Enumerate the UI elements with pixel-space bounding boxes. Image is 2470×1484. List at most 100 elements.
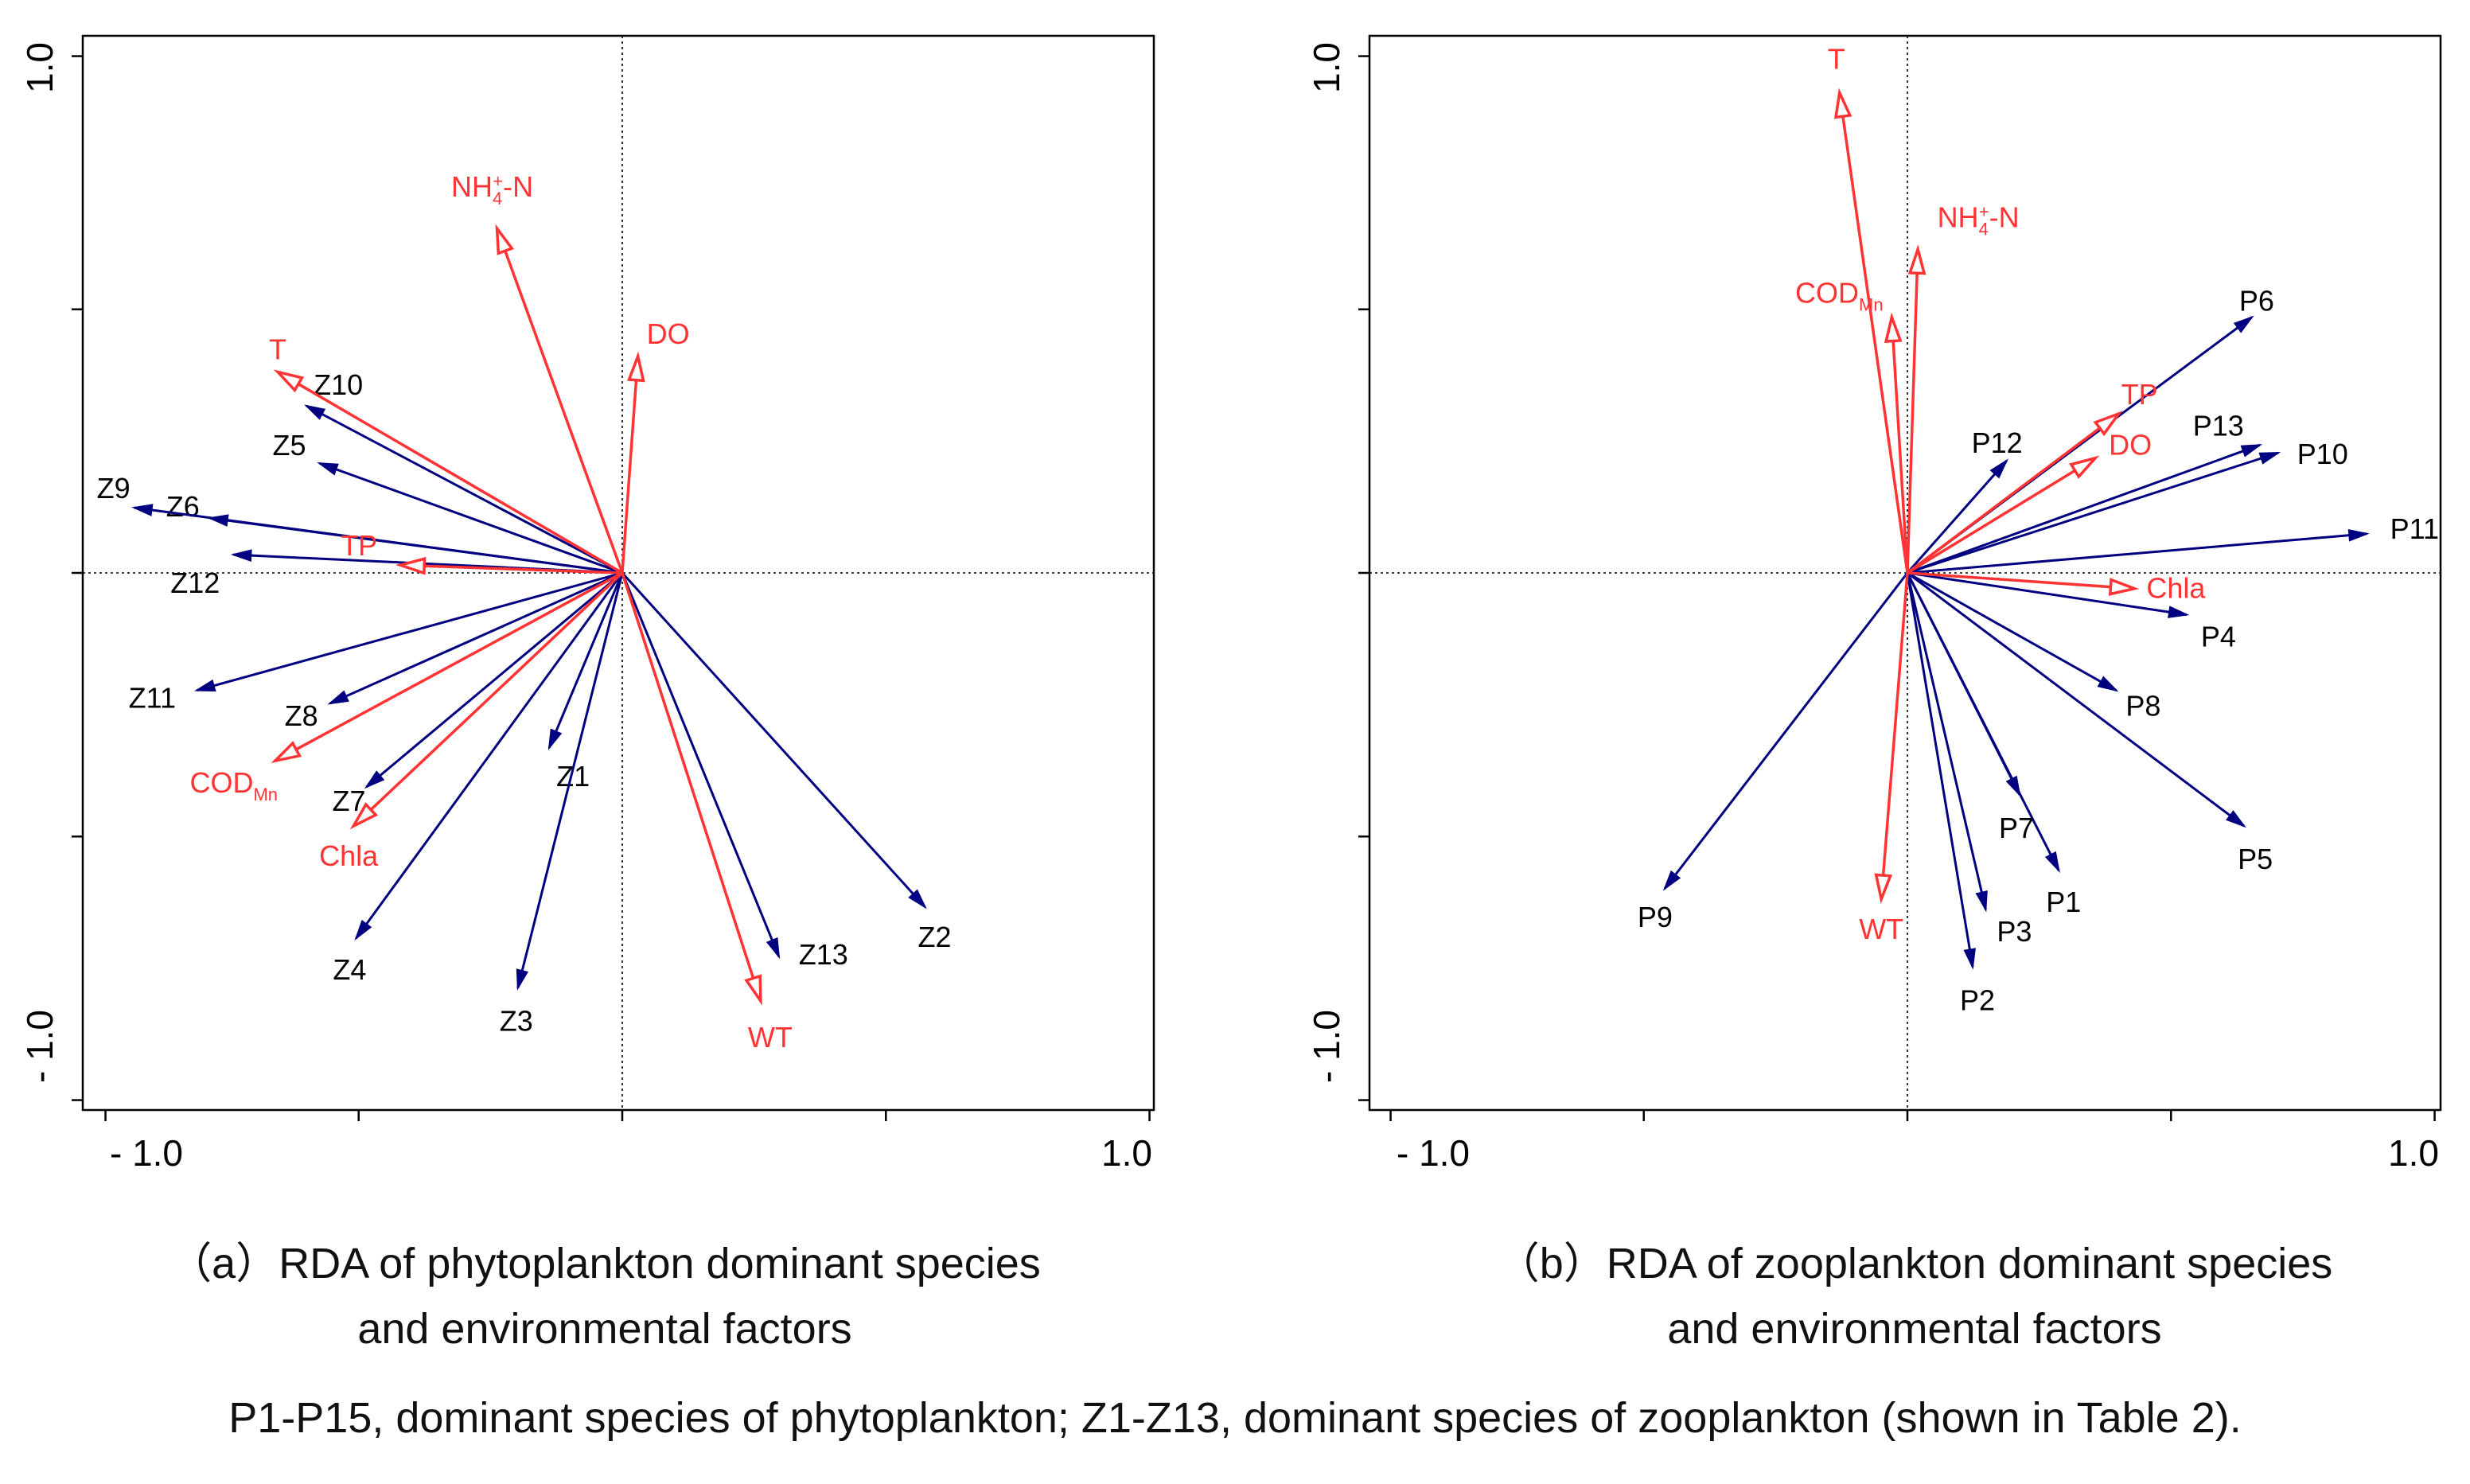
panel-a-species-arrowhead-z2: [908, 889, 927, 909]
panel-a-species-vector-z11: [196, 571, 623, 692]
panel-a-x-tick-label-min: - 1.0: [110, 1132, 183, 1174]
panel-a-x-tick-label-max: 1.0: [1101, 1132, 1152, 1174]
figure-footnote: P1-P15, dominant species of phytoplankto…: [228, 1394, 2241, 1442]
panel-a-species-arrowhead-z7: [364, 770, 385, 789]
panel-a-env-vector-tp: [424, 564, 623, 575]
panel-a-caption-line1: （a）RDA of phytoplankton dominant species: [169, 1240, 1041, 1287]
panel-b-species-arrowhead-p11: [2347, 528, 2370, 542]
panel-b-species-label-p6: P6: [2239, 285, 2274, 317]
panel-a-species-label-z13: Z13: [799, 938, 848, 971]
panel-a-species-label-z3: Z3: [500, 1005, 533, 1038]
panel-a-env-arrowhead-chla: [349, 802, 379, 830]
panel-a-env-vector-chla: [369, 571, 624, 811]
panel-b-env-vector-tp: [1906, 427, 2101, 575]
panel-a-env-label-t: T: [269, 333, 286, 365]
panel-b-env-label-nh4-n: NH4+-N: [1938, 201, 2020, 239]
panel-b-species-label-p3: P3: [1997, 915, 2032, 948]
panel-b-x-tick-label-min: - 1.0: [1397, 1132, 1470, 1174]
panel-a-species-vector-z7: [365, 571, 623, 789]
panel-a-species-label-z10: Z10: [314, 368, 363, 401]
panel-b-env-arrowhead-codmn: [1884, 312, 1903, 343]
panel-a-env-arrowhead-tp: [395, 556, 427, 575]
panel-b-species-label-p8: P8: [2125, 690, 2160, 723]
panel-b-env-label-tp: TP: [2121, 378, 2158, 411]
panel-a-species-arrowhead-z12: [230, 549, 252, 562]
panel-b-species-vector-p12: [1906, 459, 2008, 574]
panel-a-species-arrowhead-z11: [193, 679, 216, 692]
panel-a-env-vector-t: [298, 383, 623, 575]
panel-a-env-label-chla: Chla: [319, 839, 379, 872]
panel-a-species-arrowhead-z10: [304, 404, 326, 420]
panel-a-y-tick-label-min: - 1.0: [19, 1010, 60, 1083]
panel-b-y-tick-label-min: - 1.0: [1306, 1010, 1347, 1083]
panel-b-env-vector-wt: [1881, 572, 1909, 876]
panel-a-species-label-z11: Z11: [129, 682, 176, 715]
panel-a-species-vector-z10: [306, 404, 623, 575]
panel-b-species-vector-p4: [1907, 571, 2188, 616]
panel-b-species-vector-p3: [1906, 572, 1987, 910]
panel-a-species-arrowhead-z4: [354, 919, 372, 941]
panel-b-plot: - 1.0 1.0 1.0 - 1.0 P1 P2 P3 P4 P5 P6 P7 P8 P9 P10 P11…: [1306, 34, 2442, 1174]
panel-b-species-label-p2: P2: [1960, 983, 1995, 1016]
panel-a-species-vector-z3: [516, 572, 624, 988]
panel-b-caption-line1: （b）RDA of zooplankton dominant species: [1497, 1240, 2333, 1287]
panel-b-y-tick-label-max: 1.0: [1306, 42, 1347, 93]
panel-a-species-arrowhead-z9: [131, 504, 154, 516]
panel-b-species-arrowhead-p4: [2168, 606, 2190, 618]
panel-a-plot: - 1.0 1.01.0- 1.0Z1Z2Z3Z4Z5Z6Z7Z8Z9Z10Z11…: [19, 34, 1155, 1174]
panel-b-species-label-p9: P9: [1638, 901, 1673, 933]
panel-b-env-vector-nh4-n: [1906, 273, 1919, 574]
panel-b-species-label-p4: P4: [2201, 620, 2236, 652]
panel-b-x-tick-label-max: 1.0: [2388, 1132, 2439, 1174]
panel-b-species-label-p10: P10: [2297, 438, 2348, 470]
panel-b-species-vector-p9: [1663, 572, 1909, 890]
panel-a-species-vector-z9: [134, 506, 623, 575]
panel-a-env-label-nh4-n: NH4+-N: [451, 170, 533, 208]
panel-a-species-label-z9: Z9: [97, 472, 131, 504]
panel-b-species-arrowhead-p6: [2233, 315, 2254, 333]
panel-b-env-label-chla: Chla: [2146, 572, 2206, 605]
panel-b-species-vector-p8: [1907, 571, 2117, 691]
panel-b-env-arrowhead-tp: [2093, 411, 2123, 437]
panel-b-env-vector-do: [1907, 469, 2076, 575]
panel-a-species-label-z5: Z5: [273, 429, 306, 462]
panel-b-env-vector-codmn: [1891, 341, 1909, 574]
panel-a-env-arrowhead-codmn: [271, 741, 302, 764]
panel-b-species-arrowhead-p13: [2240, 444, 2263, 458]
panel-b-species-vector-p13: [1907, 443, 2261, 575]
panel-b-species-vector-p11: [1907, 532, 2367, 575]
panel-a-env-vector-do: [621, 380, 638, 574]
panel-a-env-arrowhead-nh4-n: [495, 224, 515, 255]
panel-b-species-arrowhead-p12: [1989, 458, 2008, 479]
panel-b-species-arrowhead-p7: [2005, 775, 2021, 797]
panel-a-species-arrowhead-z3: [516, 968, 529, 991]
panel-a-env-vector-nh4-n: [504, 250, 624, 574]
panel-b-species-arrowhead-p10: [2258, 452, 2281, 465]
panel-a-env-label-tp: TP: [341, 529, 377, 562]
panel-a-y-tick-label-max: 1.0: [19, 42, 60, 93]
panel-b-species-arrowhead-p1: [2044, 851, 2060, 874]
panel-a-env-arrowhead-t: [273, 369, 305, 393]
panel-b-env-arrowhead-chla: [2108, 578, 2140, 596]
panel-a-species-vector-z1: [547, 572, 624, 749]
panel-a-species-arrowhead-z1: [547, 728, 563, 751]
panel-a-species-vector-z5: [319, 462, 623, 575]
panel-a-env-arrowhead-wt: [744, 974, 762, 1006]
panel-b-env-arrowhead-wt: [1874, 873, 1893, 905]
panel-b-species-vector-p2: [1906, 572, 1974, 968]
panel-b-env-arrowhead-do: [2069, 455, 2100, 479]
panel-a-env-label-wt: WT: [748, 1021, 793, 1054]
panel-b-species-arrowhead-p8: [2097, 676, 2119, 692]
panel-a-species-label-z2: Z2: [917, 921, 951, 953]
panel-b-species-arrowhead-p3: [1975, 890, 1988, 913]
panel-b-env-label-codmn: CODMn: [1795, 277, 1884, 315]
panel-b-env-label-t: T: [1828, 42, 1845, 75]
panel-b-species-label-p5: P5: [2238, 843, 2273, 875]
panel-a-species-label-z6: Z6: [166, 490, 200, 523]
panel-b-env-arrowhead-nh4-n: [1907, 244, 1927, 275]
panel-a-species-arrowhead-z13: [766, 937, 781, 960]
panel-b-species-vector-p7: [1906, 572, 2021, 796]
panel-b-species-vector-p5: [1907, 571, 2246, 828]
panel-a-species-label-z12: Z12: [170, 567, 220, 599]
